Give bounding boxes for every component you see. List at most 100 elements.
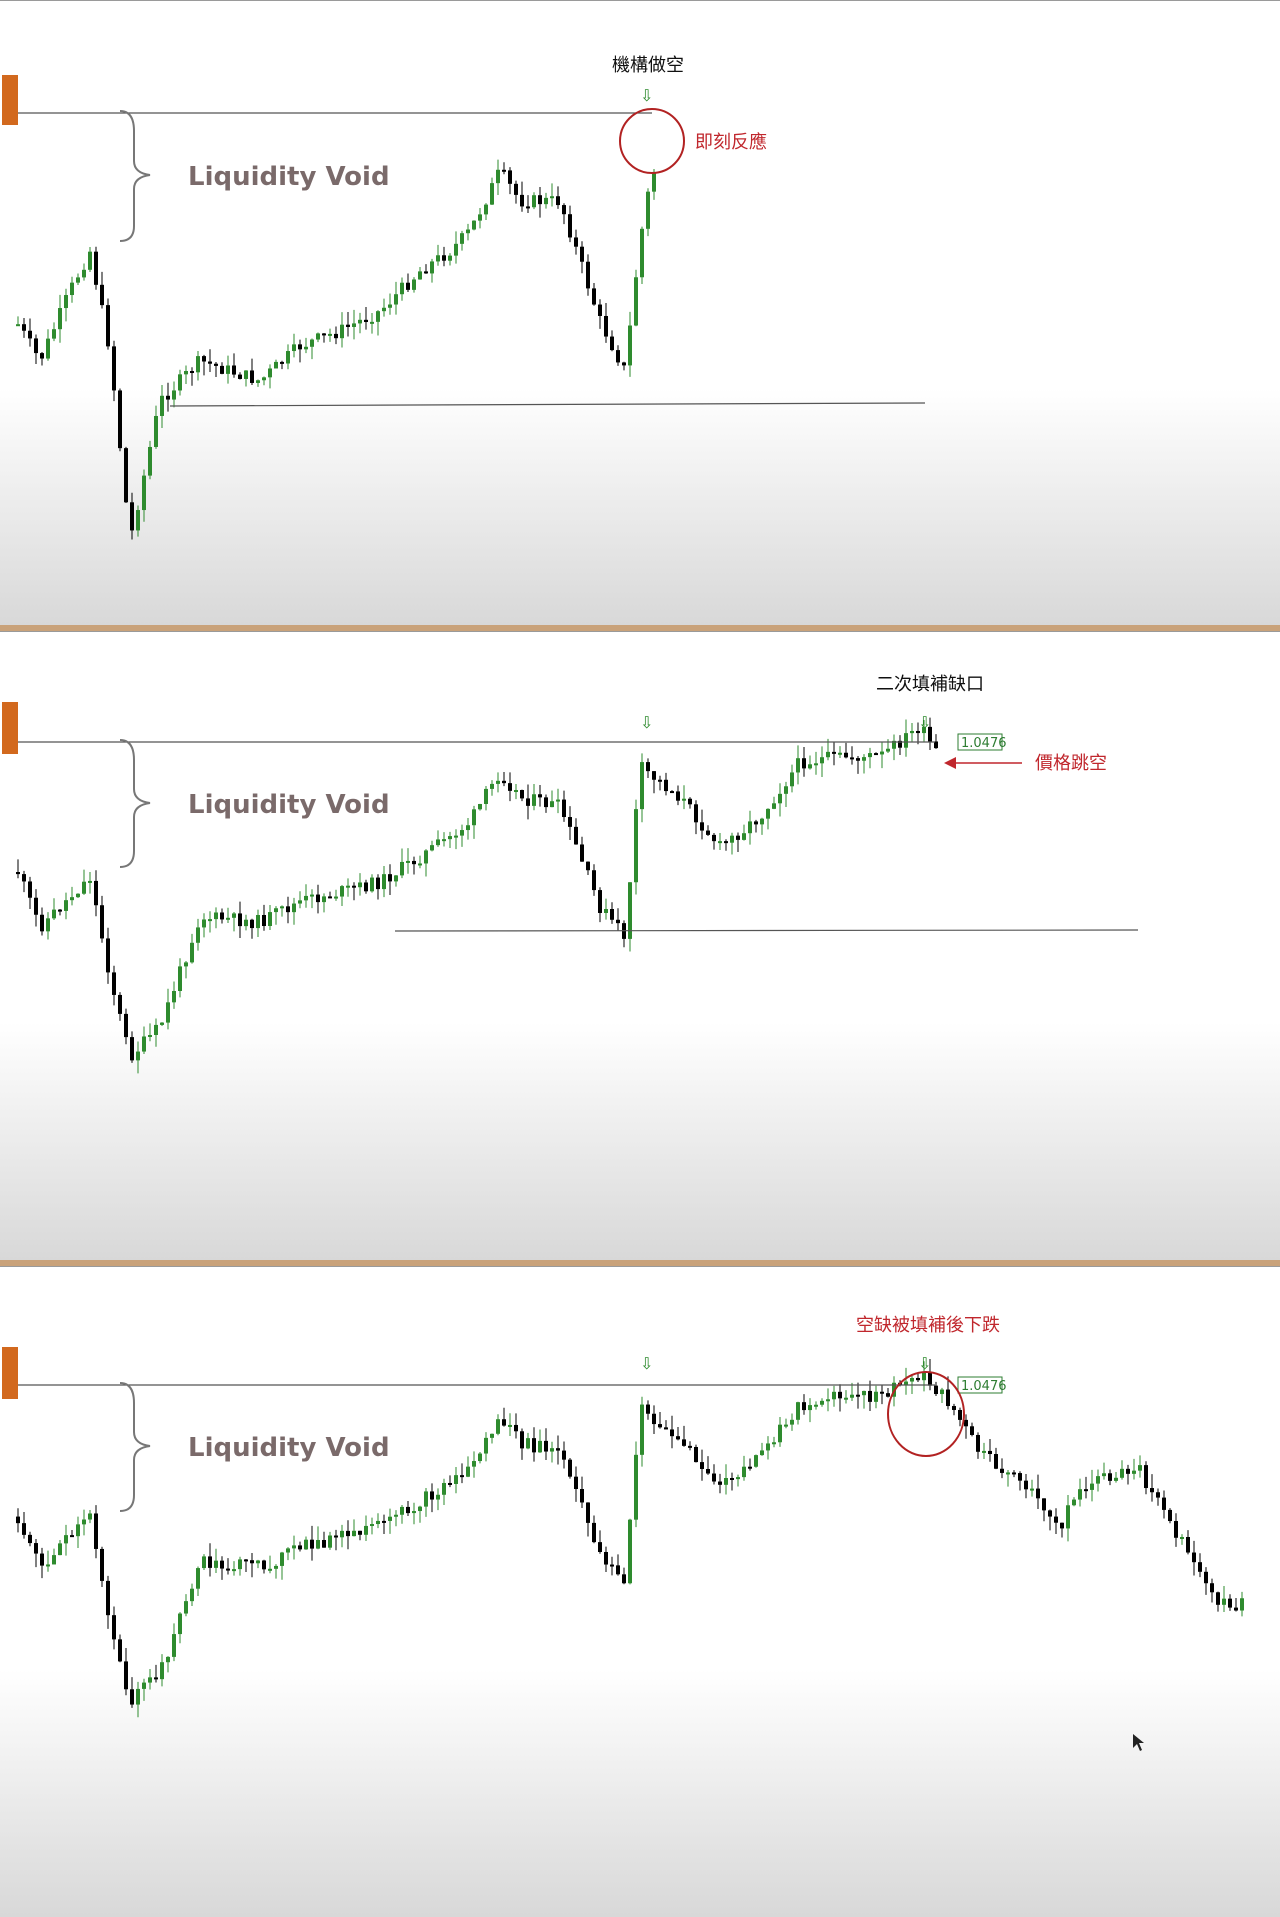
candle-body [706,1468,710,1474]
candle-body [172,990,176,1003]
candle-body [916,1377,920,1381]
candle-body [754,1455,758,1467]
candle-body [442,839,446,842]
panel-separator-1 [0,625,1280,631]
candle-body [154,415,158,447]
candle-body [514,790,518,793]
candle-body [778,793,782,804]
candle-body [802,1402,806,1411]
candle-body [652,171,656,192]
candle-body [586,261,590,289]
price-tag: 1.0476 [961,1379,1007,1394]
candles-2 [16,717,938,1074]
candle-body [358,1530,362,1535]
candle-body [910,1377,914,1382]
candle-body [1144,1465,1148,1489]
candle-body [352,885,356,888]
candle-body [280,1552,284,1566]
top-label: 空缺被填補後下跌 [856,1315,1000,1336]
candle-body [670,1429,674,1437]
candle-body [508,170,512,184]
candle-body [622,362,626,366]
candle-body [448,836,452,840]
candle-body [400,1506,404,1515]
candle-body [604,909,608,913]
candle-body [346,1530,350,1537]
chart-svg-1: Liquidity Void 機構做空 ⇩ 即刻反應 [2,55,926,540]
candle-body [730,835,734,843]
candle-body [958,1409,962,1420]
candle-body [1132,1470,1136,1474]
candle-body [280,361,284,364]
candle-body [484,788,488,804]
candle-body [886,748,890,752]
candle-body [904,733,908,748]
candle-body [22,324,26,331]
candle-body [640,1404,644,1455]
candle-body [340,886,344,897]
candle-body [640,228,644,278]
candle-body [16,872,20,875]
candle-body [634,277,638,326]
candle-body [490,1433,494,1438]
candle-body [388,874,392,882]
candle-body [286,906,290,913]
candle-body [106,1580,110,1616]
candle-body [946,1389,950,1407]
candle-body [784,786,788,794]
candle-body [154,1677,158,1680]
candle-body [982,1450,986,1453]
candle-body [970,1426,974,1435]
candle-body [274,908,278,913]
candle-body [922,726,926,734]
candle-body [424,850,428,864]
candle-body [814,763,818,766]
candle-body [202,1556,206,1569]
candle-body [658,1424,662,1428]
candle-body [220,1560,224,1569]
candle-body [304,346,308,350]
candle-body [814,1404,818,1407]
candle-body [676,791,680,801]
candle-body [1030,1488,1034,1491]
candle-body [1150,1488,1154,1493]
candle-body [856,758,860,761]
candle-body [934,741,938,749]
candle-body [664,1427,668,1430]
candle-body [502,1419,506,1426]
candle-body [166,395,170,400]
candle-body [346,324,350,327]
candle-body [640,762,644,810]
candle-body [136,1688,140,1705]
candle-body [232,1569,236,1572]
candle-body [40,914,44,932]
void-label: Liquidity Void [188,162,390,192]
candle-body [1126,1468,1130,1474]
candle-body [850,757,854,760]
candle-body [796,758,800,773]
candle-body [250,919,254,929]
candle-body [856,1394,860,1397]
candle-body [628,1519,632,1584]
candle-body [124,1013,128,1038]
candle-body [1102,1473,1106,1477]
candle-body [22,874,26,882]
candles-1 [16,159,656,540]
candle-body [826,1399,830,1402]
candle-body [112,1615,116,1640]
candle-body [196,1568,200,1589]
candle-body [1096,1476,1100,1484]
candle-body [172,1634,176,1657]
candle-body [436,839,440,846]
candle-body [376,311,380,322]
candle-body [322,333,326,336]
candle-body [82,269,86,278]
candle-body [118,390,122,449]
candle-body [118,994,122,1014]
candle-body [898,740,902,748]
candle-body [256,914,260,929]
candle-body [526,798,530,806]
candle-body [238,1559,242,1570]
candle-body [910,730,914,734]
candle-body [670,791,674,794]
